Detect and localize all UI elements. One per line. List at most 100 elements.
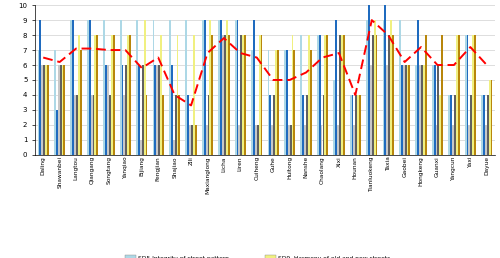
Bar [487,95,488,155]
Bar [255,125,257,155]
Bar [240,35,242,155]
Bar [88,20,90,155]
Bar [390,20,392,155]
Bar [142,65,144,155]
Bar [308,35,310,155]
Bar [244,35,246,155]
Bar [174,95,176,155]
Bar [399,20,401,155]
Bar [253,20,255,155]
Bar [138,65,140,155]
Bar [45,65,47,155]
Bar [468,125,470,155]
Bar [206,125,208,155]
Bar [228,35,230,155]
Bar [335,20,337,155]
Bar [356,95,357,155]
Bar [300,35,302,155]
Bar [156,65,158,155]
Bar [94,35,96,155]
Bar [236,20,238,155]
Bar [191,125,193,155]
Bar [169,20,171,155]
Bar [273,95,275,155]
Bar [127,35,129,155]
Bar [242,35,244,155]
Bar [154,65,156,155]
Bar [339,35,341,155]
Bar [374,20,376,155]
Bar [152,20,154,155]
Bar [370,65,372,155]
Bar [284,50,286,155]
Bar [392,35,394,155]
Bar [341,35,342,155]
Bar [146,95,148,155]
Bar [421,65,423,155]
Bar [350,95,352,155]
Bar [189,125,191,155]
Bar [275,50,277,155]
Bar [60,65,62,155]
Bar [220,20,222,155]
Bar [126,65,127,155]
Bar [474,35,476,155]
Bar [105,65,107,155]
Bar [238,125,240,155]
Bar [195,125,196,155]
Bar [454,95,456,155]
Bar [320,125,322,155]
Bar [224,35,226,155]
Bar [212,35,213,155]
Bar [122,65,124,155]
Bar [74,95,76,155]
Bar [448,95,450,155]
Bar [324,35,326,155]
Bar [404,65,406,155]
Bar [257,125,258,155]
Bar [204,20,206,155]
Bar [406,65,408,155]
Bar [485,125,487,155]
Bar [218,20,220,155]
Bar [210,20,212,155]
Bar [423,65,425,155]
Bar [322,95,324,155]
Bar [306,95,308,155]
Bar [96,35,98,155]
Bar [70,20,72,155]
Bar [112,35,114,155]
Bar [268,50,270,155]
Bar [76,95,78,155]
Bar [43,65,45,155]
Bar [272,125,273,155]
Bar [129,35,131,155]
Bar [62,65,64,155]
Bar [111,35,112,155]
Bar [408,65,410,155]
Bar [337,125,339,155]
Bar [472,35,474,155]
Bar [442,35,443,155]
Bar [483,95,485,155]
Bar [202,20,203,155]
Bar [260,35,262,155]
Bar [434,65,436,155]
Bar [359,95,361,155]
Bar [193,35,195,155]
Bar [334,80,335,155]
Bar [290,125,292,155]
Bar [416,65,418,155]
Bar [226,20,228,155]
Legend: SD5 Integrity of street pattern, SD6 Authenticity of planning, SD7 Utilization o: SD5 Integrity of street pattern, SD6 Aut… [125,255,405,258]
Bar [425,35,426,155]
Bar [72,20,74,155]
Bar [270,95,272,155]
Bar [382,20,384,155]
Bar [58,65,59,155]
Bar [124,95,126,155]
Bar [352,95,354,155]
Bar [376,35,378,155]
Bar [470,95,472,155]
Bar [107,65,109,155]
